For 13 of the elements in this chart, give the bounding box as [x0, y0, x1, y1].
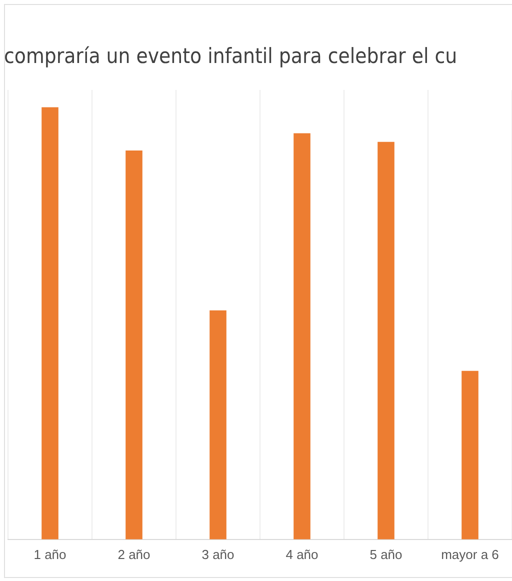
x-tick-label: 4 año	[286, 546, 318, 562]
x-tick-label: 3 año	[202, 546, 234, 562]
x-tick-label: 1 año	[34, 546, 66, 562]
bar	[126, 150, 142, 540]
chart-title: compraría un evento infantil para celebrar el cu	[4, 44, 458, 68]
bar	[378, 142, 394, 540]
x-tick-label: 5 año	[370, 546, 402, 562]
x-tick-label: mayor a 6	[441, 546, 499, 562]
bar	[210, 310, 226, 540]
bar	[462, 370, 478, 540]
x-tick-label: 2 año	[118, 546, 150, 562]
bar	[42, 107, 58, 540]
bar	[294, 133, 310, 540]
